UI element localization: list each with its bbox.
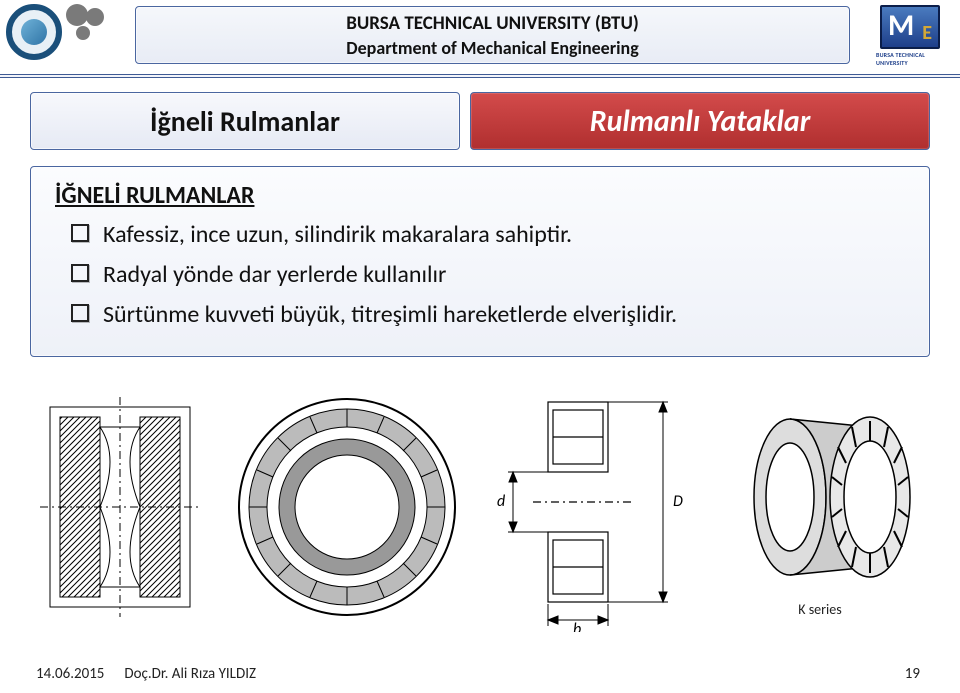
footer: 14.06.2015 Doç.Dr. Ali Rıza YILDIZ 19 [36,665,920,683]
bullet-text: Kafessiz, ince uzun, silindirik makarala… [103,220,572,250]
topic-left-text: İğneli Rulmanlar [150,104,340,139]
me-logo-icon: BURSA TECHNICAL UNIVERSITY [876,5,944,69]
bullet-square-icon [71,264,89,282]
topic-row: İğneli Rulmanlar Rulmanlı Yataklar [30,92,930,150]
content-heading: İĞNELİ RULMANLAR [55,181,905,210]
footer-author: Doç.Dr. Ali Rıza YILDIZ [124,665,256,683]
bullet-item: Radyal yönde dar yerlerde kullanılır [71,260,905,290]
bullet-square-icon [71,224,89,242]
footer-date: 14.06.2015 [36,665,104,683]
university-seal-icon [6,4,62,60]
figures-row: D d b [40,382,920,632]
dim-D-label: D [673,492,683,511]
topic-box-left: İğneli Rulmanlar [30,92,460,150]
dim-d-label: d [497,492,505,511]
bullet-item: Sürtünme kuvveti büyük, titreşimli harek… [71,300,905,330]
figure-needle-cage: K series [720,397,920,618]
cross-section-icon [40,397,200,617]
figure-cross-section [40,397,200,617]
bullet-square-icon [71,304,89,322]
title-box: BURSA TECHNICAL UNIVERSITY (BTU) Departm… [135,6,850,64]
header: BURSA TECHNICAL UNIVERSITY (BTU) Departm… [0,0,960,74]
topic-box-right: Rulmanlı Yataklar [470,92,930,150]
gears-icon [66,4,112,50]
header-center: BURSA TECHNICAL UNIVERSITY (BTU) Departm… [125,0,860,74]
dim-b-label: b [573,620,581,632]
content-box: İĞNELİ RULMANLAR Kafessiz, ince uzun, si… [30,166,930,357]
bullet-text: Sürtünme kuvveti büyük, titreşimli harek… [103,300,677,330]
topic-right-text: Rulmanlı Yataklar [590,103,811,140]
dimensioned-section-icon: D d b [493,382,683,632]
radial-view-icon [237,392,457,622]
needle-cage-icon [720,397,920,597]
right-logo: BURSA TECHNICAL UNIVERSITY [860,0,960,74]
department-title: Department of Mechanical Engineering [346,37,638,59]
figure-dimensioned-section: D d b [493,382,683,632]
header-divider [0,74,960,78]
figure-label: K series [798,601,841,618]
left-logos [0,0,125,74]
bullet-item: Kafessiz, ince uzun, silindirik makarala… [71,220,905,250]
university-title: BURSA TECHNICAL UNIVERSITY (BTU) [346,12,639,35]
page-number: 19 [905,665,920,683]
figure-radial-view [237,392,457,622]
bullet-text: Radyal yönde dar yerlerde kullanılır [103,260,446,290]
